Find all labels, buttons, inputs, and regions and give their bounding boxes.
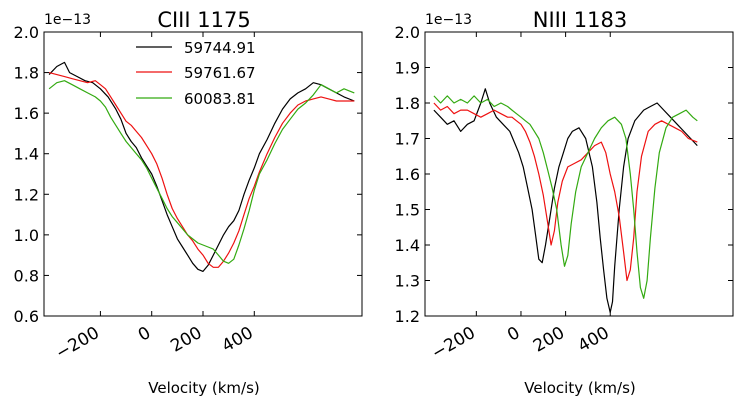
ciii-y-tick-label: 1.4 [14,145,39,164]
niii-tick-group: 1.2 1.3 1.4 1.5 1.6 1.7 1.8 1.9 2.0 −200 0 200 400 [395,23,733,364]
ciii-y-tick-label: 1.0 [14,226,39,245]
niii-y-tick-label: 1.5 [395,201,420,220]
ciii-y-tick-label: 0.8 [14,266,39,285]
niii-x-axis-label: Velocity (km/s) [524,379,635,397]
ciii-x-axis-label: Velocity (km/s) [148,379,259,397]
niii-y-tick-label: 1.4 [395,236,420,255]
niii-y-tick-label: 1.2 [395,307,420,326]
ciii-legend: 59744.91 59761.67 60083.81 [136,39,256,108]
ciii-y-tick-label: 1.6 [14,104,39,123]
niii-series-group [433,88,698,313]
legend-label-60083: 60083.81 [184,90,256,108]
ciii-x-tick-label: 400 [219,323,257,357]
ciii-tick-group: 0.6 0.8 1.0 1.2 1.4 1.6 1.8 2.0 −200 0 200 400 [14,23,362,364]
ciii-y-tick-label: 1.8 [14,64,39,83]
niii-y-tick-label: 1.9 [395,59,420,78]
niii-y-tick-label: 1.6 [395,165,420,184]
ciii-x-tick-label: −200 [52,323,102,364]
ciii-series-line-59761-67 [48,72,355,268]
niii-series-line-59761-67 [433,102,698,282]
niii-y-tick-label: 1.7 [395,130,420,149]
ciii-series-line-60083-81 [48,80,355,264]
niii-series-line-60083-81 [433,95,698,299]
niii-y-tick-label: 1.3 [395,272,420,291]
niii-title: NIII 1183 [533,8,627,32]
niii-offset-text: 1e−13 [425,12,472,28]
legend-label-59761: 59761.67 [184,64,256,82]
niii-y-tick-label: 2.0 [395,23,420,42]
panel-ciii-1175: 0.6 0.8 1.0 1.2 1.4 1.6 1.8 2.0 −200 0 200 400 CIII… [14,8,363,397]
ciii-offset-text: 1e−13 [44,12,91,28]
panel-niii-1183: 1.2 1.3 1.4 1.5 1.6 1.7 1.8 1.9 2.0 −200 0 200 400 N… [395,8,734,397]
ciii-series-line-59744-91 [48,61,355,272]
legend-label-59744: 59744.91 [184,39,256,57]
ciii-x-tick-label: 200 [167,323,205,357]
niii-y-tick-label: 1.8 [395,94,420,113]
niii-series-line-59744-91 [433,88,698,313]
niii-plot-frame [424,31,734,317]
niii-x-tick-label: 400 [575,323,613,357]
ciii-y-tick-label: 1.2 [14,185,39,204]
ciii-y-tick-label: 2.0 [14,23,39,42]
ciii-series-group [48,61,355,272]
ciii-title: CIII 1175 [157,8,250,32]
ciii-y-tick-label: 0.6 [14,307,39,326]
ciii-x-tick-label: 0 [135,323,154,346]
niii-x-tick-label: 200 [530,323,568,357]
niii-x-tick-label: −200 [428,323,478,364]
niii-x-tick-label: 0 [504,323,523,346]
